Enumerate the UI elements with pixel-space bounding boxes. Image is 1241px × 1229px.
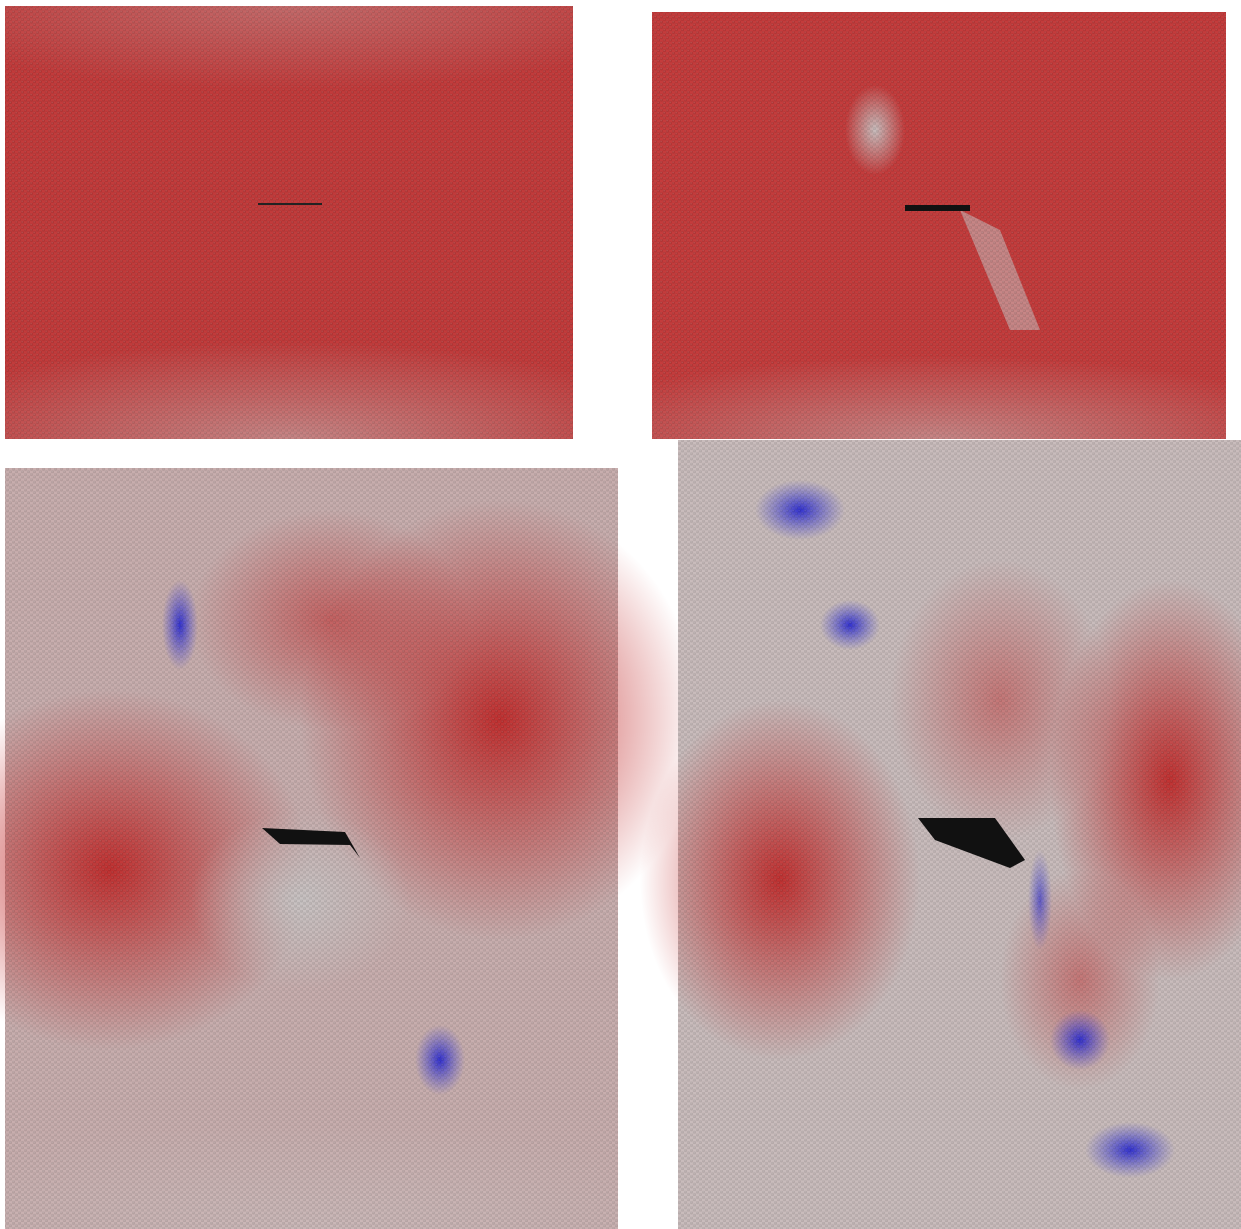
panel-2 (652, 12, 1226, 439)
panel-3 (0, 468, 700, 1229)
crack (262, 828, 360, 858)
panel-4 (640, 440, 1241, 1229)
crack (905, 205, 970, 211)
panel-1 (5, 6, 573, 439)
crack (918, 818, 1025, 868)
